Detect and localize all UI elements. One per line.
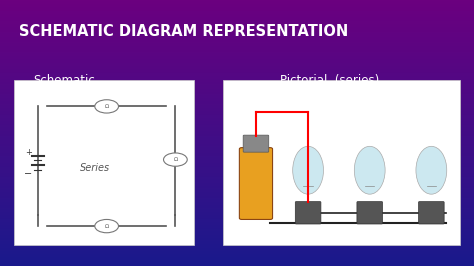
Ellipse shape [416, 146, 447, 194]
FancyBboxPatch shape [14, 80, 194, 245]
Text: −: − [24, 169, 33, 179]
Text: Ω: Ω [173, 157, 177, 162]
Text: Pictorial  (series): Pictorial (series) [280, 74, 379, 88]
Ellipse shape [355, 146, 385, 194]
FancyBboxPatch shape [239, 148, 273, 219]
FancyBboxPatch shape [419, 202, 444, 224]
Circle shape [95, 219, 118, 233]
FancyBboxPatch shape [357, 202, 383, 224]
Text: +: + [25, 148, 32, 157]
Ellipse shape [292, 146, 323, 194]
FancyBboxPatch shape [295, 202, 321, 224]
Text: Series: Series [80, 163, 110, 173]
Text: SCHEMATIC DIAGRAM REPRESENTATION: SCHEMATIC DIAGRAM REPRESENTATION [19, 24, 348, 39]
FancyBboxPatch shape [243, 135, 269, 152]
Text: Ω: Ω [105, 104, 109, 109]
Text: Ω: Ω [105, 224, 109, 228]
Text: Schematic: Schematic [33, 74, 95, 88]
Circle shape [164, 153, 187, 166]
FancyBboxPatch shape [223, 80, 460, 245]
Circle shape [95, 100, 118, 113]
